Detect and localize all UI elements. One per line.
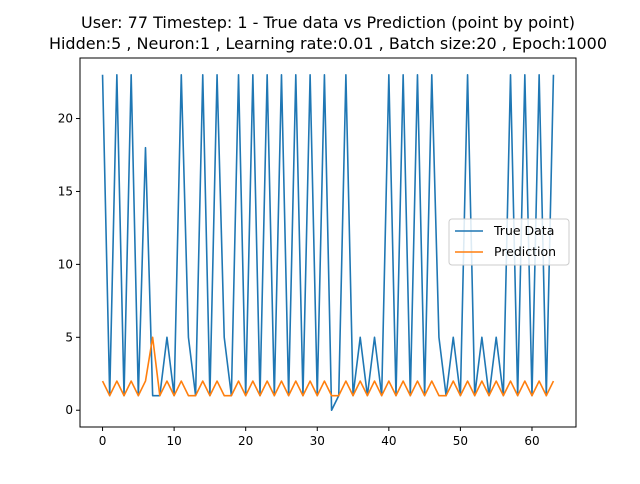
x-tick-label: 60 [524,434,539,448]
x-tick-label: 20 [238,434,253,448]
x-tick-label: 40 [381,434,396,448]
x-tick-label: 0 [99,434,107,448]
series-line-true-data [101,73,555,412]
x-tick-label: 10 [166,434,181,448]
series-line-prediction [101,336,555,397]
axes-layer: 0 10 20 30 40 50 60 0 5 10 15 20 [58,57,577,448]
y-tick-label: 5 [65,330,73,344]
y-tick-label: 15 [58,184,73,198]
chart-title-line-2: Hidden:5 , Neuron:1 , Learning rate:0.01… [49,34,607,53]
legend-label: Prediction [494,244,556,259]
x-tick-label: 30 [310,434,325,448]
legend: True Data Prediction [448,218,570,266]
legend-label: True Data [493,223,554,238]
plot-frame [79,57,577,428]
y-tick-label: 0 [65,403,73,417]
y-tick-label: 20 [58,112,73,126]
chart-title-line-1: User: 77 Timestep: 1 - True data vs Pred… [81,13,575,32]
x-tick-label: 50 [453,434,468,448]
series-layer [101,73,555,412]
y-tick-label: 10 [58,257,73,271]
